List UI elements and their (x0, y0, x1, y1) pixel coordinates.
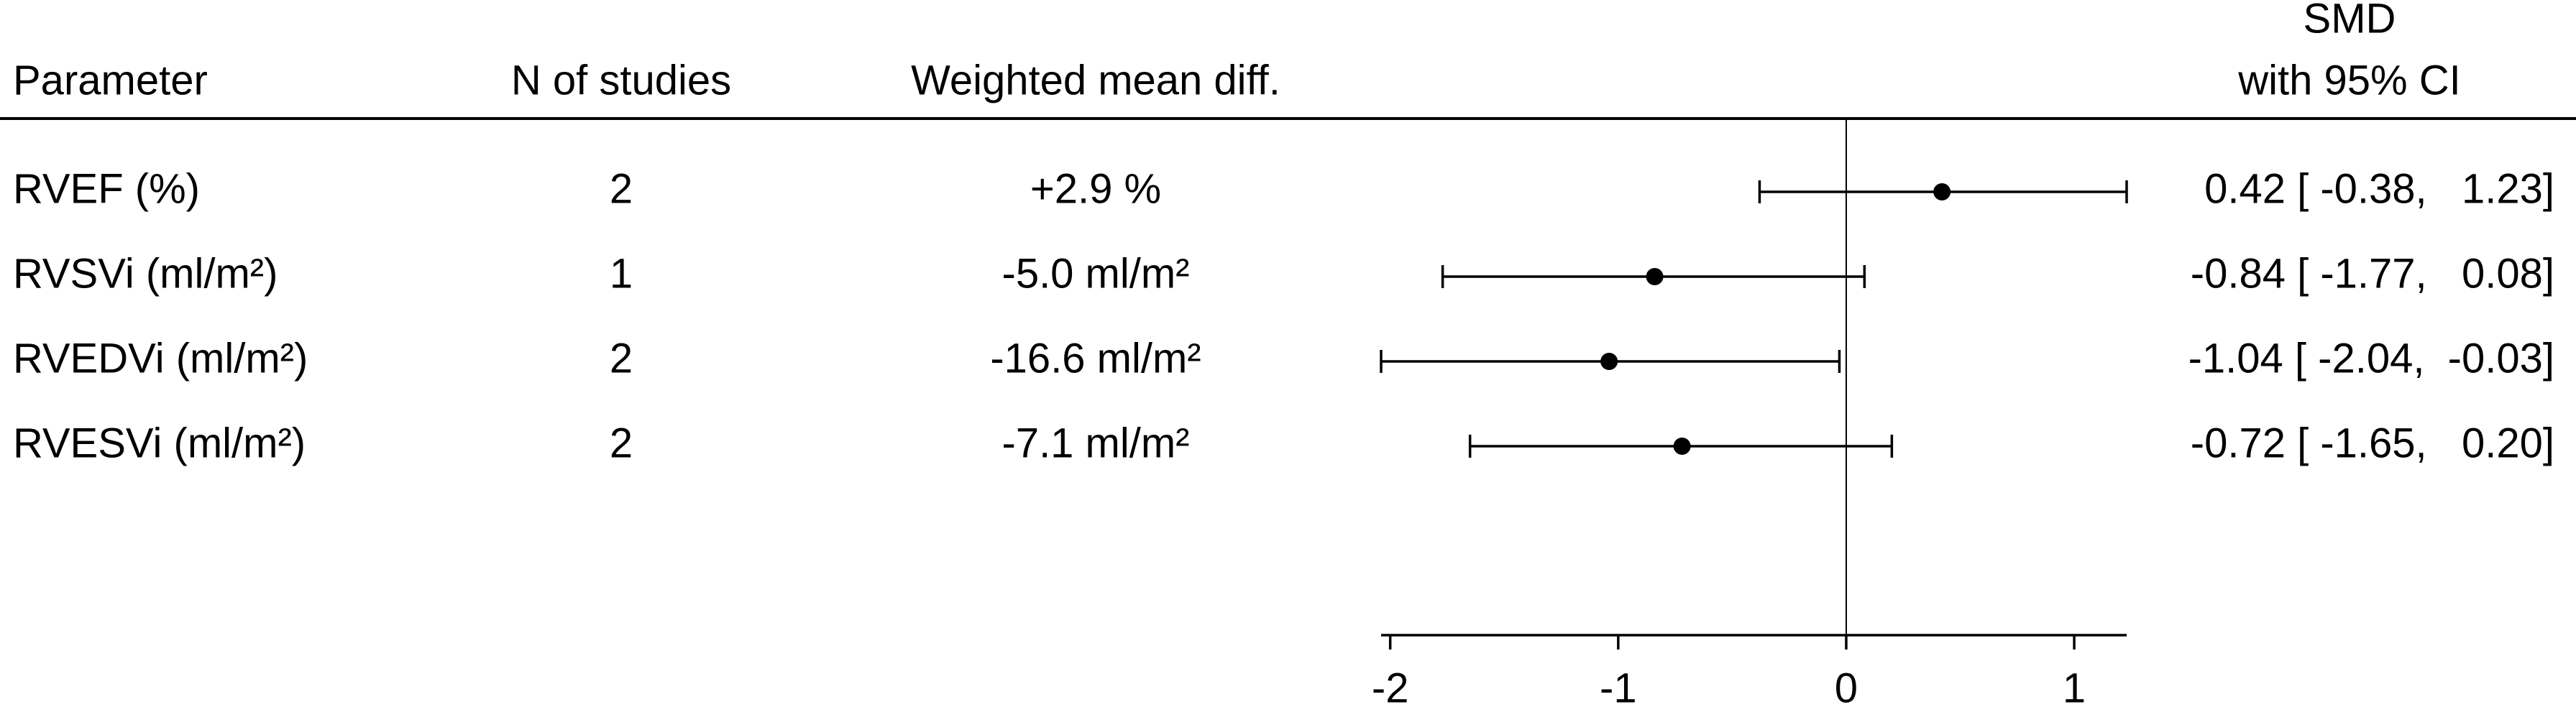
ci-label: 0.42 [ -0.38, 1.23] (2204, 165, 2554, 212)
parameter-label: RVEDVi (ml/m²) (13, 335, 308, 382)
x-tick-label: 1 (2063, 665, 2086, 707)
ci-label: -0.72 [ -1.65, 0.20] (2191, 420, 2554, 466)
parameter-label: RVSVi (ml/m²) (13, 250, 278, 297)
wmd-header: Weighted mean diff. (911, 57, 1280, 103)
x-tick-label: -2 (1372, 665, 1409, 707)
x-tick-label: -1 (1600, 665, 1637, 707)
x-tick-label: 0 (1835, 665, 1858, 707)
ci-label: -1.04 [ -2.04, -0.03] (2188, 335, 2554, 382)
n-studies: 2 (610, 335, 633, 382)
parameter-header: Parameter (13, 57, 208, 103)
n-studies: 2 (610, 165, 633, 212)
ci-header: with 95% CI (2237, 57, 2460, 103)
weighted-mean-diff: -7.1 ml/m² (1002, 420, 1190, 466)
ci-header: SMD (2304, 0, 2396, 42)
parameter-label: RVEF (%) (13, 165, 200, 212)
n-studies: 1 (610, 250, 633, 297)
n-header: N of studies (511, 57, 731, 103)
point-estimate (1646, 268, 1664, 285)
parameter-label: RVESVi (ml/m²) (13, 420, 306, 466)
point-estimate (1933, 183, 1951, 200)
ci-label: -0.84 [ -1.77, 0.08] (2191, 250, 2554, 297)
n-studies: 2 (610, 420, 633, 466)
point-estimate (1600, 353, 1618, 370)
weighted-mean-diff: -16.6 ml/m² (990, 335, 1201, 382)
weighted-mean-diff: +2.9 % (1030, 165, 1161, 212)
point-estimate (1673, 438, 1691, 455)
weighted-mean-diff: -5.0 ml/m² (1002, 250, 1190, 297)
